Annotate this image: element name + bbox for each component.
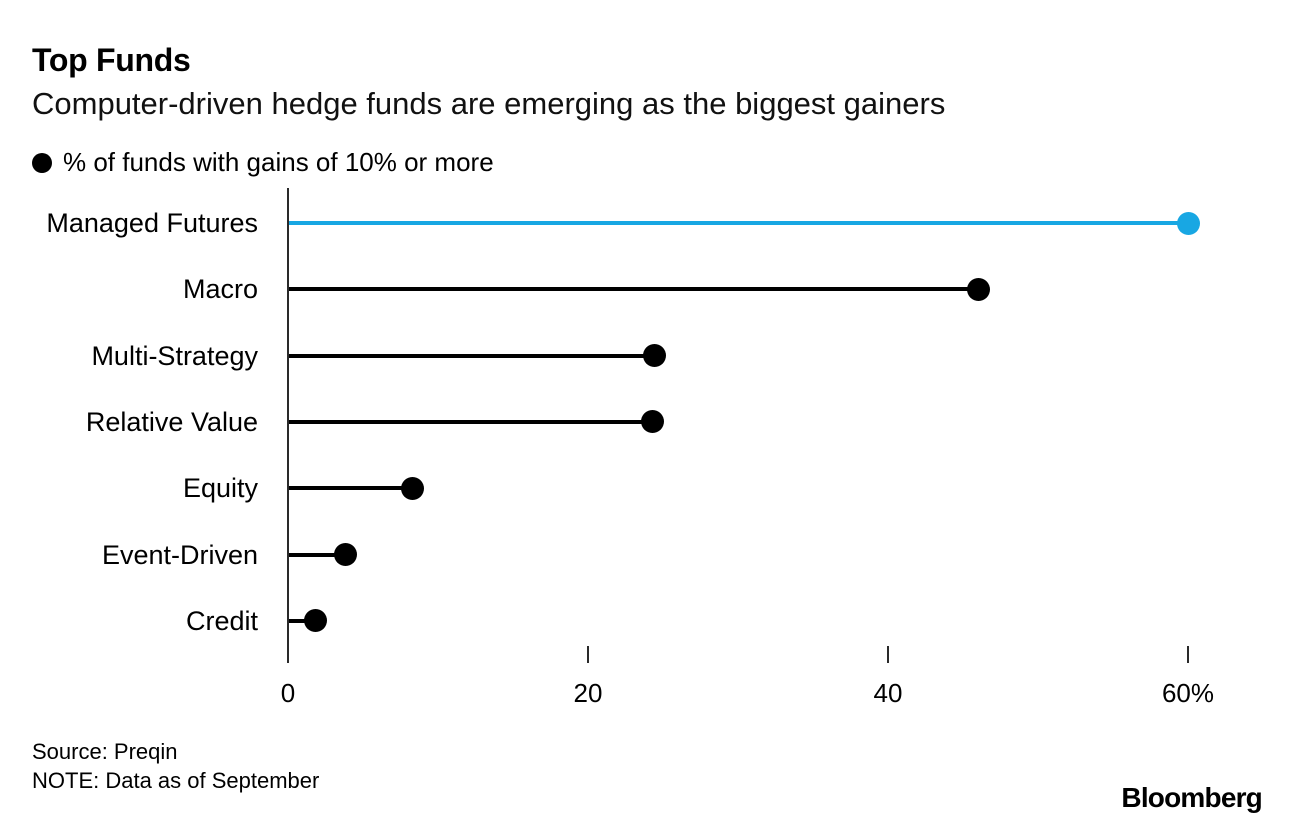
category-label: Credit xyxy=(185,605,258,636)
chart-title: Top Funds xyxy=(32,42,191,78)
legend-dot-icon xyxy=(32,152,52,173)
lollipop-line xyxy=(289,618,316,623)
x-axis-tick xyxy=(887,646,889,663)
category-label: Multi-Strategy xyxy=(91,340,258,371)
lollipop-dot xyxy=(401,476,424,500)
x-axis-tick xyxy=(1187,646,1189,663)
category-label: Event-Driven xyxy=(101,539,258,570)
lollipop-line xyxy=(289,221,1189,225)
lollipop-line xyxy=(289,419,654,424)
lollipop-dot xyxy=(1176,211,1200,235)
lollipop-dot xyxy=(966,277,990,301)
lollipop-dot xyxy=(303,609,327,633)
legend: % of funds with gains of 10% or more xyxy=(32,147,494,178)
source-note-block: Source: Preqin NOTE: Data as of Septembe… xyxy=(32,737,319,795)
category-label: Relative Value xyxy=(85,406,258,437)
note-text: NOTE: Data as of September xyxy=(32,768,320,793)
x-axis-tick-label: 60% xyxy=(1161,678,1215,708)
lollipop-line xyxy=(289,552,346,557)
lollipop-dot xyxy=(333,543,357,567)
lollipop-dot xyxy=(642,344,666,368)
lollipop-line xyxy=(289,287,979,292)
legend-label: % of funds with gains of 10% or more xyxy=(63,147,494,177)
lollipop-line xyxy=(289,353,655,358)
category-label: Equity xyxy=(182,473,258,504)
x-axis-tick-label: 40 xyxy=(873,678,903,708)
bloomberg-logo: Bloomberg xyxy=(1121,782,1262,813)
lollipop-dot xyxy=(641,410,664,434)
lollipop-line xyxy=(289,486,414,491)
y-axis-line xyxy=(287,188,289,663)
source-text: Source: Preqin xyxy=(32,739,178,764)
x-axis-tick xyxy=(587,646,589,663)
chart-subtitle: Computer-driven hedge funds are emerging… xyxy=(32,86,946,121)
category-label: Managed Futures xyxy=(46,208,258,238)
category-label: Macro xyxy=(182,274,258,305)
x-axis-tick-label: 20 xyxy=(573,678,603,708)
x-axis-tick-label: 0 xyxy=(280,678,296,708)
